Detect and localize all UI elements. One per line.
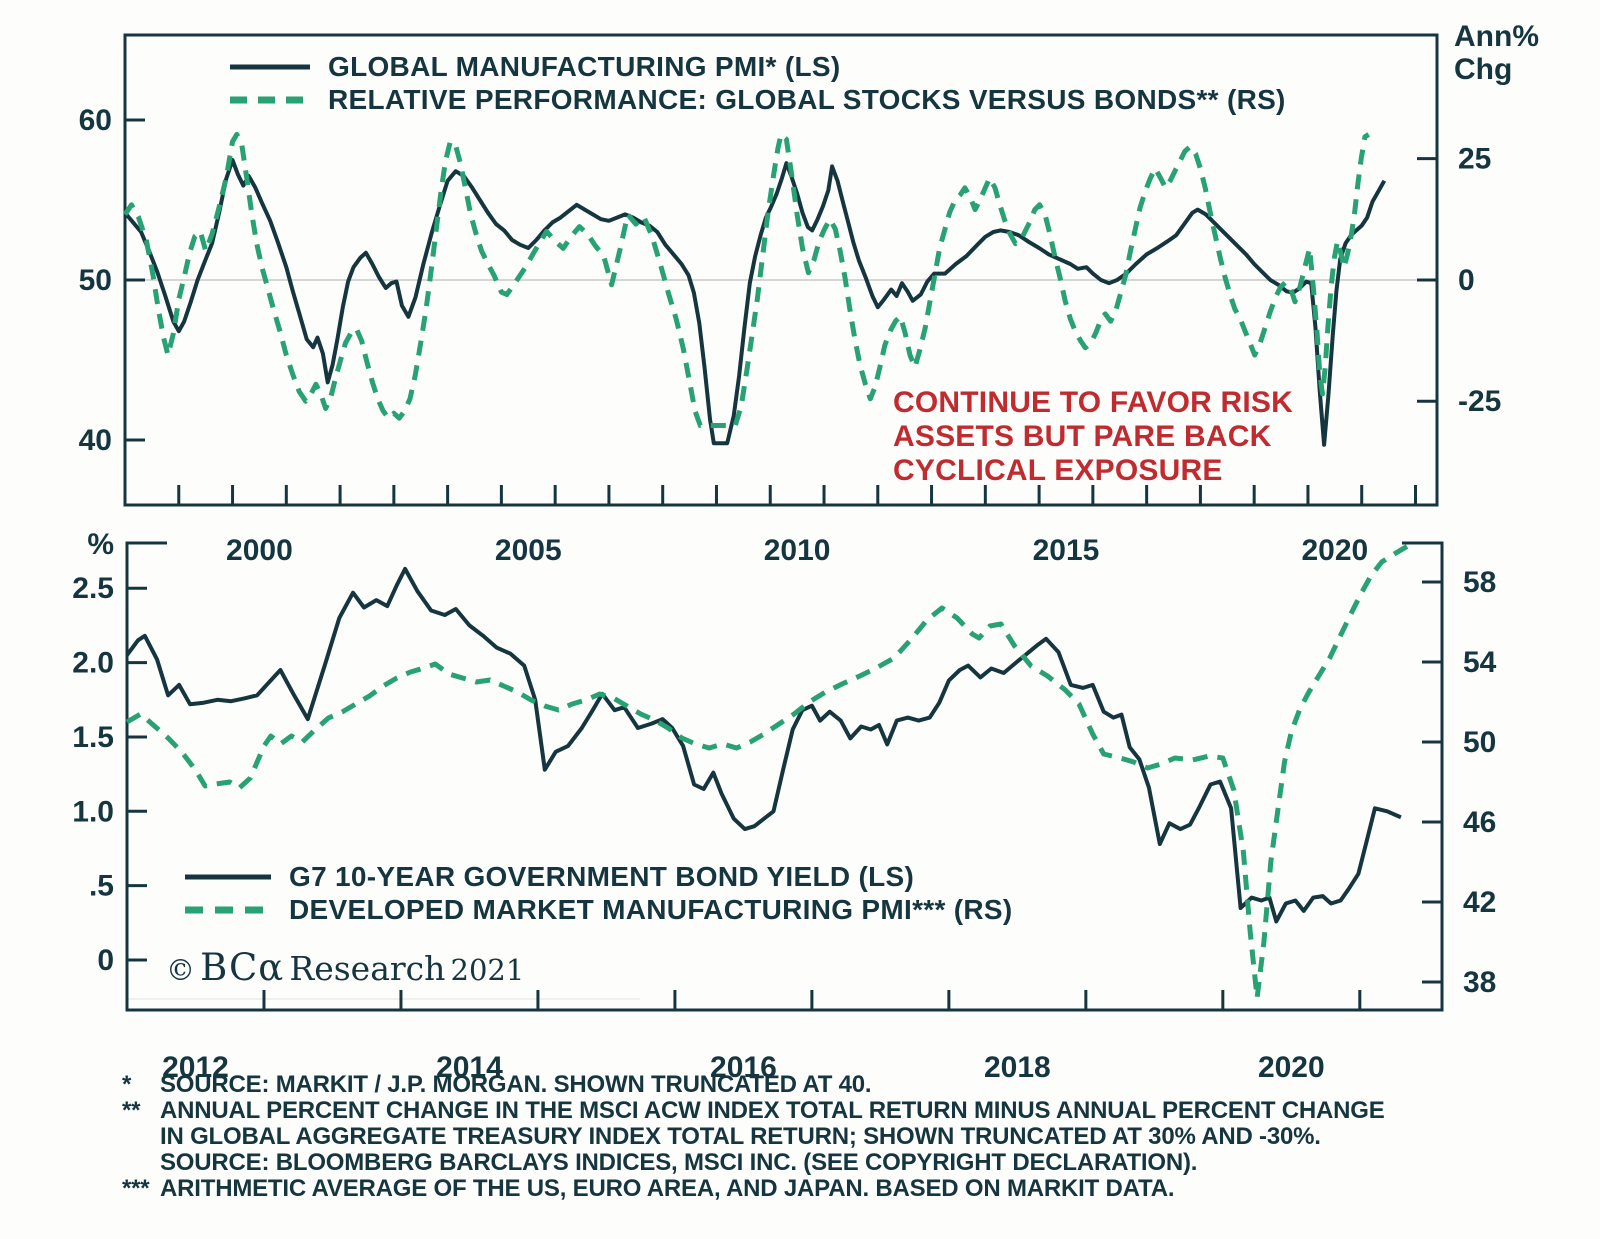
left-axis-tick-label: 60 [79, 104, 112, 137]
footnote-row: * SOURCE: MARKIT / J.P. MORGAN. SHOWN TRU… [122, 1072, 1522, 1098]
x-axis-tick-label: 2012 [162, 1051, 229, 1084]
copyright-symbol: © [166, 953, 195, 987]
bca-research-logo: © BCα Research 2021 [166, 946, 524, 989]
left-axis-tick-label: 2.5 [72, 572, 114, 605]
footnote-text: IN GLOBAL AGGREGATE TREASURY INDEX TOTAL… [160, 1123, 1321, 1150]
footnote-text: SOURCE: BLOOMBERG BARCLAYS INDICES, MSCI… [160, 1149, 1198, 1176]
right-axis-tick-label: 54 [1463, 646, 1497, 679]
footnote-marker: ** [122, 1097, 141, 1124]
right-axis-tick-label: 25 [1458, 143, 1491, 176]
x-axis-tick-label: 2020 [1258, 1051, 1325, 1084]
legend-label-pmi: GLOBAL MANUFACTURING PMI* (LS) [328, 50, 841, 82]
legend-row-g7-yield: G7 10-YEAR GOVERNMENT BOND YIELD (LS) [183, 860, 1013, 893]
footnote-marker: * [122, 1071, 132, 1098]
footnote-row: *** ARITHMETIC AVERAGE OF THE US, EURO AR… [122, 1176, 1522, 1202]
bottom-legend: G7 10-YEAR GOVERNMENT BOND YIELD (LS) DE… [183, 860, 1013, 926]
left-axis-tick-label: 2.0 [72, 647, 114, 680]
x-axis-tick-label: 2010 [764, 534, 831, 567]
right-axis-header-line2: Chg [1454, 53, 1513, 86]
footnote-marker: *** [122, 1175, 150, 1202]
footnote-text: ANNUAL PERCENT CHANGE IN THE MSCI ACW IN… [160, 1097, 1385, 1124]
right-axis-tick-label: 58 [1463, 566, 1496, 599]
panel-frame [123, 33, 1439, 507]
brand-rest: Research [289, 949, 446, 988]
left-axis-tick-label: 0 [97, 944, 114, 977]
solid-line-swatch-icon [230, 64, 310, 69]
footnote-marker [122, 1150, 160, 1176]
legend-label-g7-yield: G7 10-YEAR GOVERNMENT BOND YIELD (LS) [289, 860, 915, 892]
annotation-line-1: CONTINUE TO FAVOR RISK [893, 386, 1293, 419]
legend-label-stocks-bonds: RELATIVE PERFORMANCE: GLOBAL STOCKS VERS… [328, 83, 1286, 115]
footnote-row: SOURCE: BLOOMBERG BARCLAYS INDICES, MSCI… [122, 1150, 1522, 1176]
left-axis-tick-label: .5 [89, 870, 114, 903]
global-pmi-line [123, 158, 1387, 447]
right-axis-tick-label: 50 [1463, 726, 1496, 759]
x-axis-tick-label: 2015 [1033, 534, 1100, 567]
left-axis-percent-header: % [87, 528, 114, 561]
brand-name: BCα [200, 946, 285, 989]
annotation-line-3: CYCLICAL EXPOSURE [893, 454, 1223, 487]
right-axis-tick-label: 0 [1458, 264, 1475, 297]
right-axis-tick-label: -25 [1458, 385, 1501, 418]
right-axis-tick-label: 46 [1463, 806, 1496, 839]
right-axis-header-line1: Ann% [1454, 20, 1539, 53]
g7-bond-yield-line [125, 566, 1402, 924]
left-axis-tick-label: 1.5 [72, 721, 114, 754]
footnote-row: ** ANNUAL PERCENT CHANGE IN THE MSCI ACW … [122, 1098, 1522, 1124]
legend-label-dm-pmi: DEVELOPED MARKET MANUFACTURING PMI*** (R… [289, 893, 1013, 925]
dashed-line-swatch-icon [185, 906, 271, 913]
dashed-line-swatch-icon [230, 96, 310, 103]
dm-pmi-line [125, 543, 1410, 1001]
left-axis-tick-label: 40 [79, 424, 112, 457]
left-axis-tick-label: 1.0 [72, 795, 114, 828]
x-axis-tick-label: 2014 [436, 1051, 503, 1084]
x-axis-tick-label: 2005 [495, 534, 562, 567]
footnote-text: SOURCE: MARKIT / J.P. MORGAN. SHOWN TRUN… [160, 1071, 872, 1098]
solid-line-swatch-icon [185, 874, 271, 879]
copyright-year: 2021 [450, 953, 525, 987]
x-axis-tick-label: 2020 [1301, 534, 1368, 567]
x-axis-tick-label: 2000 [226, 534, 293, 567]
annotation-favor-risk-assets: CONTINUE TO FAVOR RISK ASSETS BUT PARE B… [893, 386, 1293, 488]
footnote-row: IN GLOBAL AGGREGATE TREASURY INDEX TOTAL… [122, 1124, 1522, 1150]
footnote-marker [122, 1124, 160, 1150]
panel-frame-open-top [125, 541, 1444, 1012]
right-axis-tick-label: 42 [1463, 886, 1496, 919]
legend-row-pmi: GLOBAL MANUFACTURING PMI* (LS) [228, 50, 1286, 83]
top-legend: GLOBAL MANUFACTURING PMI* (LS) RELATIVE … [228, 50, 1286, 116]
footnotes-block: * SOURCE: MARKIT / J.P. MORGAN. SHOWN TRU… [122, 1072, 1522, 1202]
legend-row-stocks-bonds: RELATIVE PERFORMANCE: GLOBAL STOCKS VERS… [228, 83, 1286, 116]
right-axis-tick-label: 38 [1463, 966, 1496, 999]
annotation-line-2: ASSETS BUT PARE BACK [893, 420, 1272, 453]
x-axis-tick-label: 2018 [984, 1051, 1051, 1084]
left-axis-tick-label: 50 [79, 264, 112, 297]
x-axis-tick-label: 2016 [710, 1051, 777, 1084]
footnote-text: ARITHMETIC AVERAGE OF THE US, EURO AREA,… [160, 1175, 1175, 1202]
legend-row-dm-pmi: DEVELOPED MARKET MANUFACTURING PMI*** (R… [183, 893, 1013, 926]
right-axis-header: Ann% Chg [1454, 20, 1539, 86]
stocks-vs-bonds-line [122, 131, 1371, 428]
